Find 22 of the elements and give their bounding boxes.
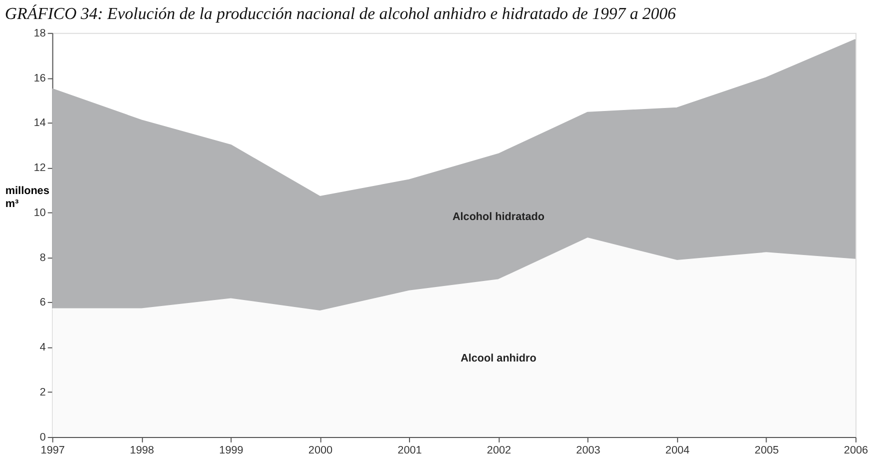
y-tick-label: 14 <box>34 117 46 130</box>
x-tick-label: 2004 <box>665 444 690 456</box>
x-tick-label: 2005 <box>754 444 779 456</box>
y-tick-label: 18 <box>34 27 46 40</box>
y-tick-label: 0 <box>40 431 46 444</box>
y-tick-label: 8 <box>40 252 46 264</box>
y-tick-label: 2 <box>40 386 46 399</box>
series-label: Alcool anhidro <box>460 352 537 364</box>
x-tick-label: 2002 <box>486 444 512 456</box>
chart-title: GRÁFICO 34: Evolución de la producción nacional de alcohol anhidro e hidratado de 1997 a 2006 <box>4 4 677 24</box>
y-tick-label: 6 <box>40 296 46 309</box>
y-tick-label: 4 <box>40 342 46 354</box>
y-tick-label: 12 <box>34 162 46 174</box>
x-tick-label: 1998 <box>130 444 154 456</box>
y-tick-label: 16 <box>34 72 46 84</box>
x-tick-label: 2003 <box>576 444 600 456</box>
x-tick-label: 1999 <box>219 444 244 456</box>
x-tick-label: 1997 <box>40 444 65 456</box>
series-label: Alcohol hidratado <box>452 210 545 223</box>
x-tick-label: 2000 <box>308 444 333 456</box>
x-tick-label: 2001 <box>398 444 422 456</box>
x-tick-label: 2006 <box>844 444 868 456</box>
